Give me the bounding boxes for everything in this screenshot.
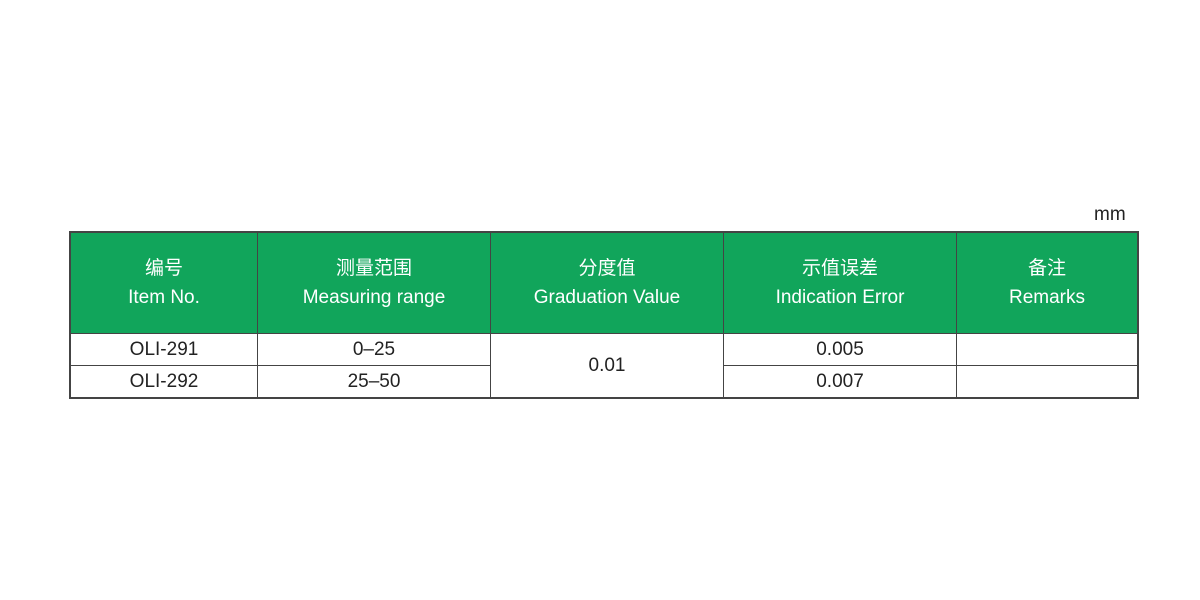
header-range: 测量范围 Measuring range [257, 231, 491, 334]
table-row: OLI-292 25–50 0.007 [69, 365, 1139, 399]
table-row: OLI-291 0–25 0.01 0.005 [69, 333, 1139, 399]
remarks-cell [956, 333, 1139, 366]
unit-label: mm [1094, 204, 1126, 225]
range-cell: 25–50 [257, 365, 491, 399]
error-cell: 0.005 [723, 333, 957, 366]
remarks-cell [956, 365, 1139, 399]
header-remarks: 备注 Remarks [956, 231, 1139, 334]
error-cell: 0.007 [723, 365, 957, 399]
range-cell: 0–25 [257, 333, 491, 366]
spec-table: 编号 Item No. 测量范围 Measuring range 分度值 Gradua… [69, 231, 1139, 399]
item-cell: OLI-291 [69, 333, 258, 366]
graduation-cell: 0.01 [490, 333, 724, 399]
header-graduation: 分度值 Graduation Value [490, 231, 724, 334]
header-error: 示值误差 Indication Error [723, 231, 957, 334]
header-row: 编号 Item No. 测量范围 Measuring range 分度值 Gradua… [69, 231, 1139, 334]
item-cell: OLI-292 [69, 365, 258, 399]
header-item: 编号 Item No. [69, 231, 258, 334]
